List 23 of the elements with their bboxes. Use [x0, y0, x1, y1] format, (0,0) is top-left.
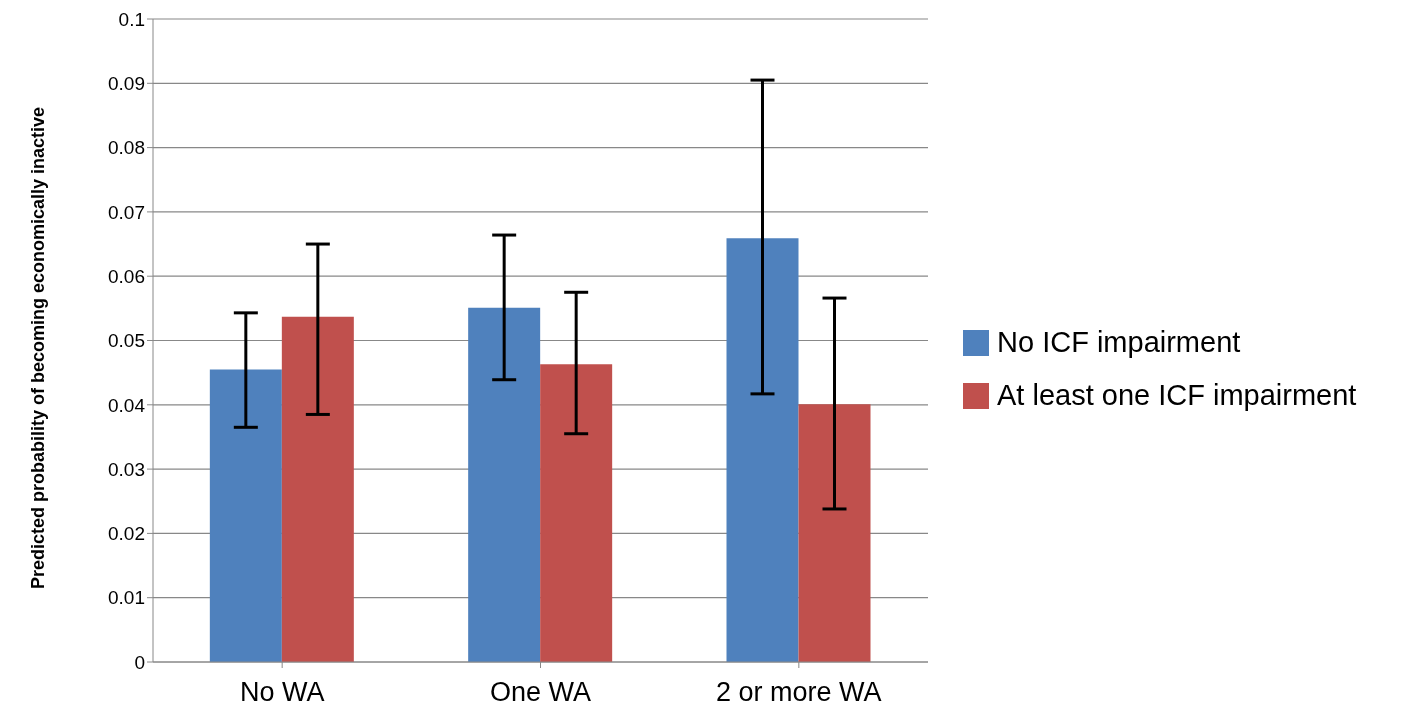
- y-tick-label: 0.09: [108, 73, 145, 95]
- y-tick-label: 0.04: [108, 394, 146, 416]
- x-tick-label: No WA: [239, 677, 325, 708]
- bar: [468, 307, 541, 662]
- bar: [540, 364, 613, 662]
- y-tick-label: 0.1: [118, 8, 145, 30]
- legend-label: No ICF impairment: [997, 326, 1241, 359]
- y-tick-label: 0.01: [108, 587, 145, 609]
- bar: [209, 369, 282, 662]
- bar: [726, 238, 799, 662]
- y-tick-label: 0.05: [108, 330, 145, 352]
- legend-label: At least one ICF impairment: [997, 379, 1357, 412]
- y-tick-label: 0.03: [108, 458, 145, 480]
- y-axis-title: Predicted probability of becoming economically inactive: [27, 106, 49, 590]
- y-tick-label: 0.06: [108, 265, 145, 287]
- y-tick-label: 0.02: [108, 523, 145, 545]
- y-tick-label: 0.08: [108, 137, 145, 159]
- x-tick-label: 2 or more WA: [716, 677, 882, 708]
- bar: [798, 404, 871, 662]
- x-tick-label: One WA: [489, 677, 592, 708]
- y-tick-label: 0.07: [108, 201, 145, 223]
- y-tick-label: 0: [134, 651, 145, 673]
- bar: [281, 316, 354, 662]
